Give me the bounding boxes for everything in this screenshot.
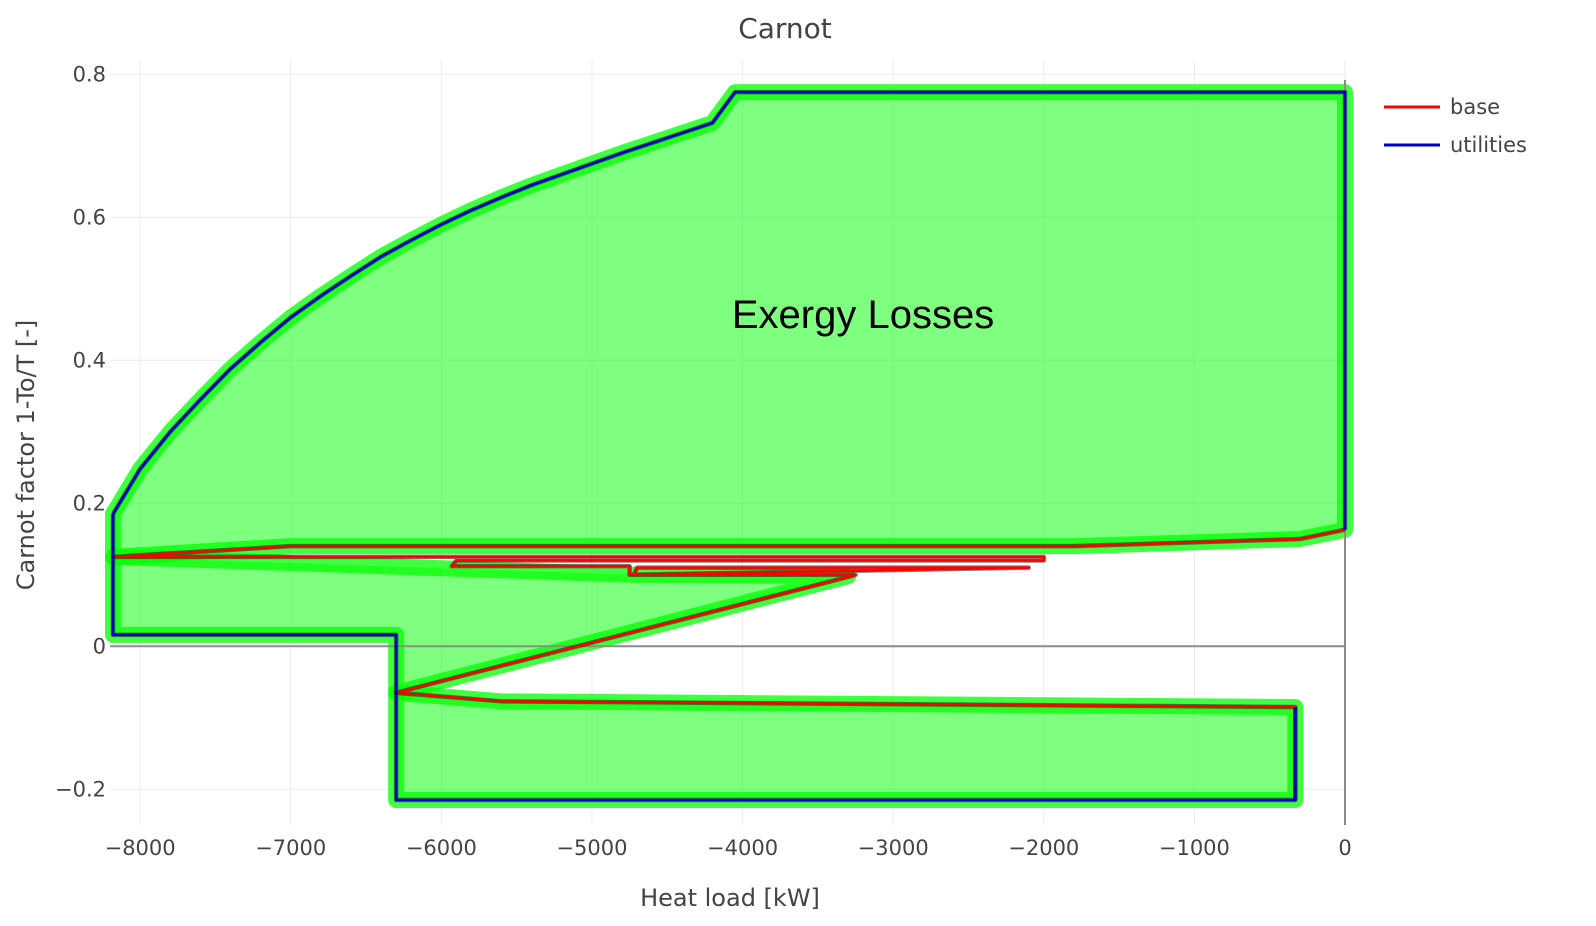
y-tick-label: 0 [93,634,106,658]
x-tick-label: −3000 [858,836,929,860]
y-tick-label: −0.2 [55,777,106,801]
y-axis-title: Carnot factor 1-To/T [-] [12,320,40,591]
legend-label-utilities: utilities [1450,133,1527,157]
legend-item-utilities[interactable]: utilities [1384,133,1527,157]
x-tick-label: −5000 [556,836,627,860]
y-tick-label: 0.2 [73,491,106,515]
chart-title: Carnot [738,12,832,45]
x-tick-label: −6000 [406,836,477,860]
y-tick-label: 0.6 [73,205,106,229]
exergy-region-2 [388,684,1304,808]
annotation-exergy-losses: Exergy Losses [732,293,994,337]
series-line-base [111,528,1346,800]
series-line-segment-2 [111,513,1297,802]
y-tick-label: 0.8 [73,62,106,86]
x-tick-label: −4000 [707,836,778,860]
legend-item-base[interactable]: base [1384,95,1500,119]
legend-label-base: base [1450,95,1500,119]
x-axis-title: Heat load [kW] [640,884,820,912]
tick-label-layer: −8000 −7000 −6000 −5000 −4000 −3000 −2000 −1000… [55,62,1352,860]
x-tick-label: −2000 [1008,836,1079,860]
series-line-utilities [111,90,1347,530]
annotation-layer: Exergy Losses [732,293,994,337]
series-layer [110,89,1348,803]
exergy-region-layer [105,84,1353,808]
exergy-region-0 [105,84,1353,565]
y-tick-label: 0.4 [73,348,106,372]
legend[interactable]: base utilities [1384,95,1527,157]
x-tick-label: −1000 [1159,836,1230,860]
x-tick-label: 0 [1338,836,1351,860]
x-tick-label: −7000 [255,836,326,860]
x-tick-label: −8000 [105,836,176,860]
